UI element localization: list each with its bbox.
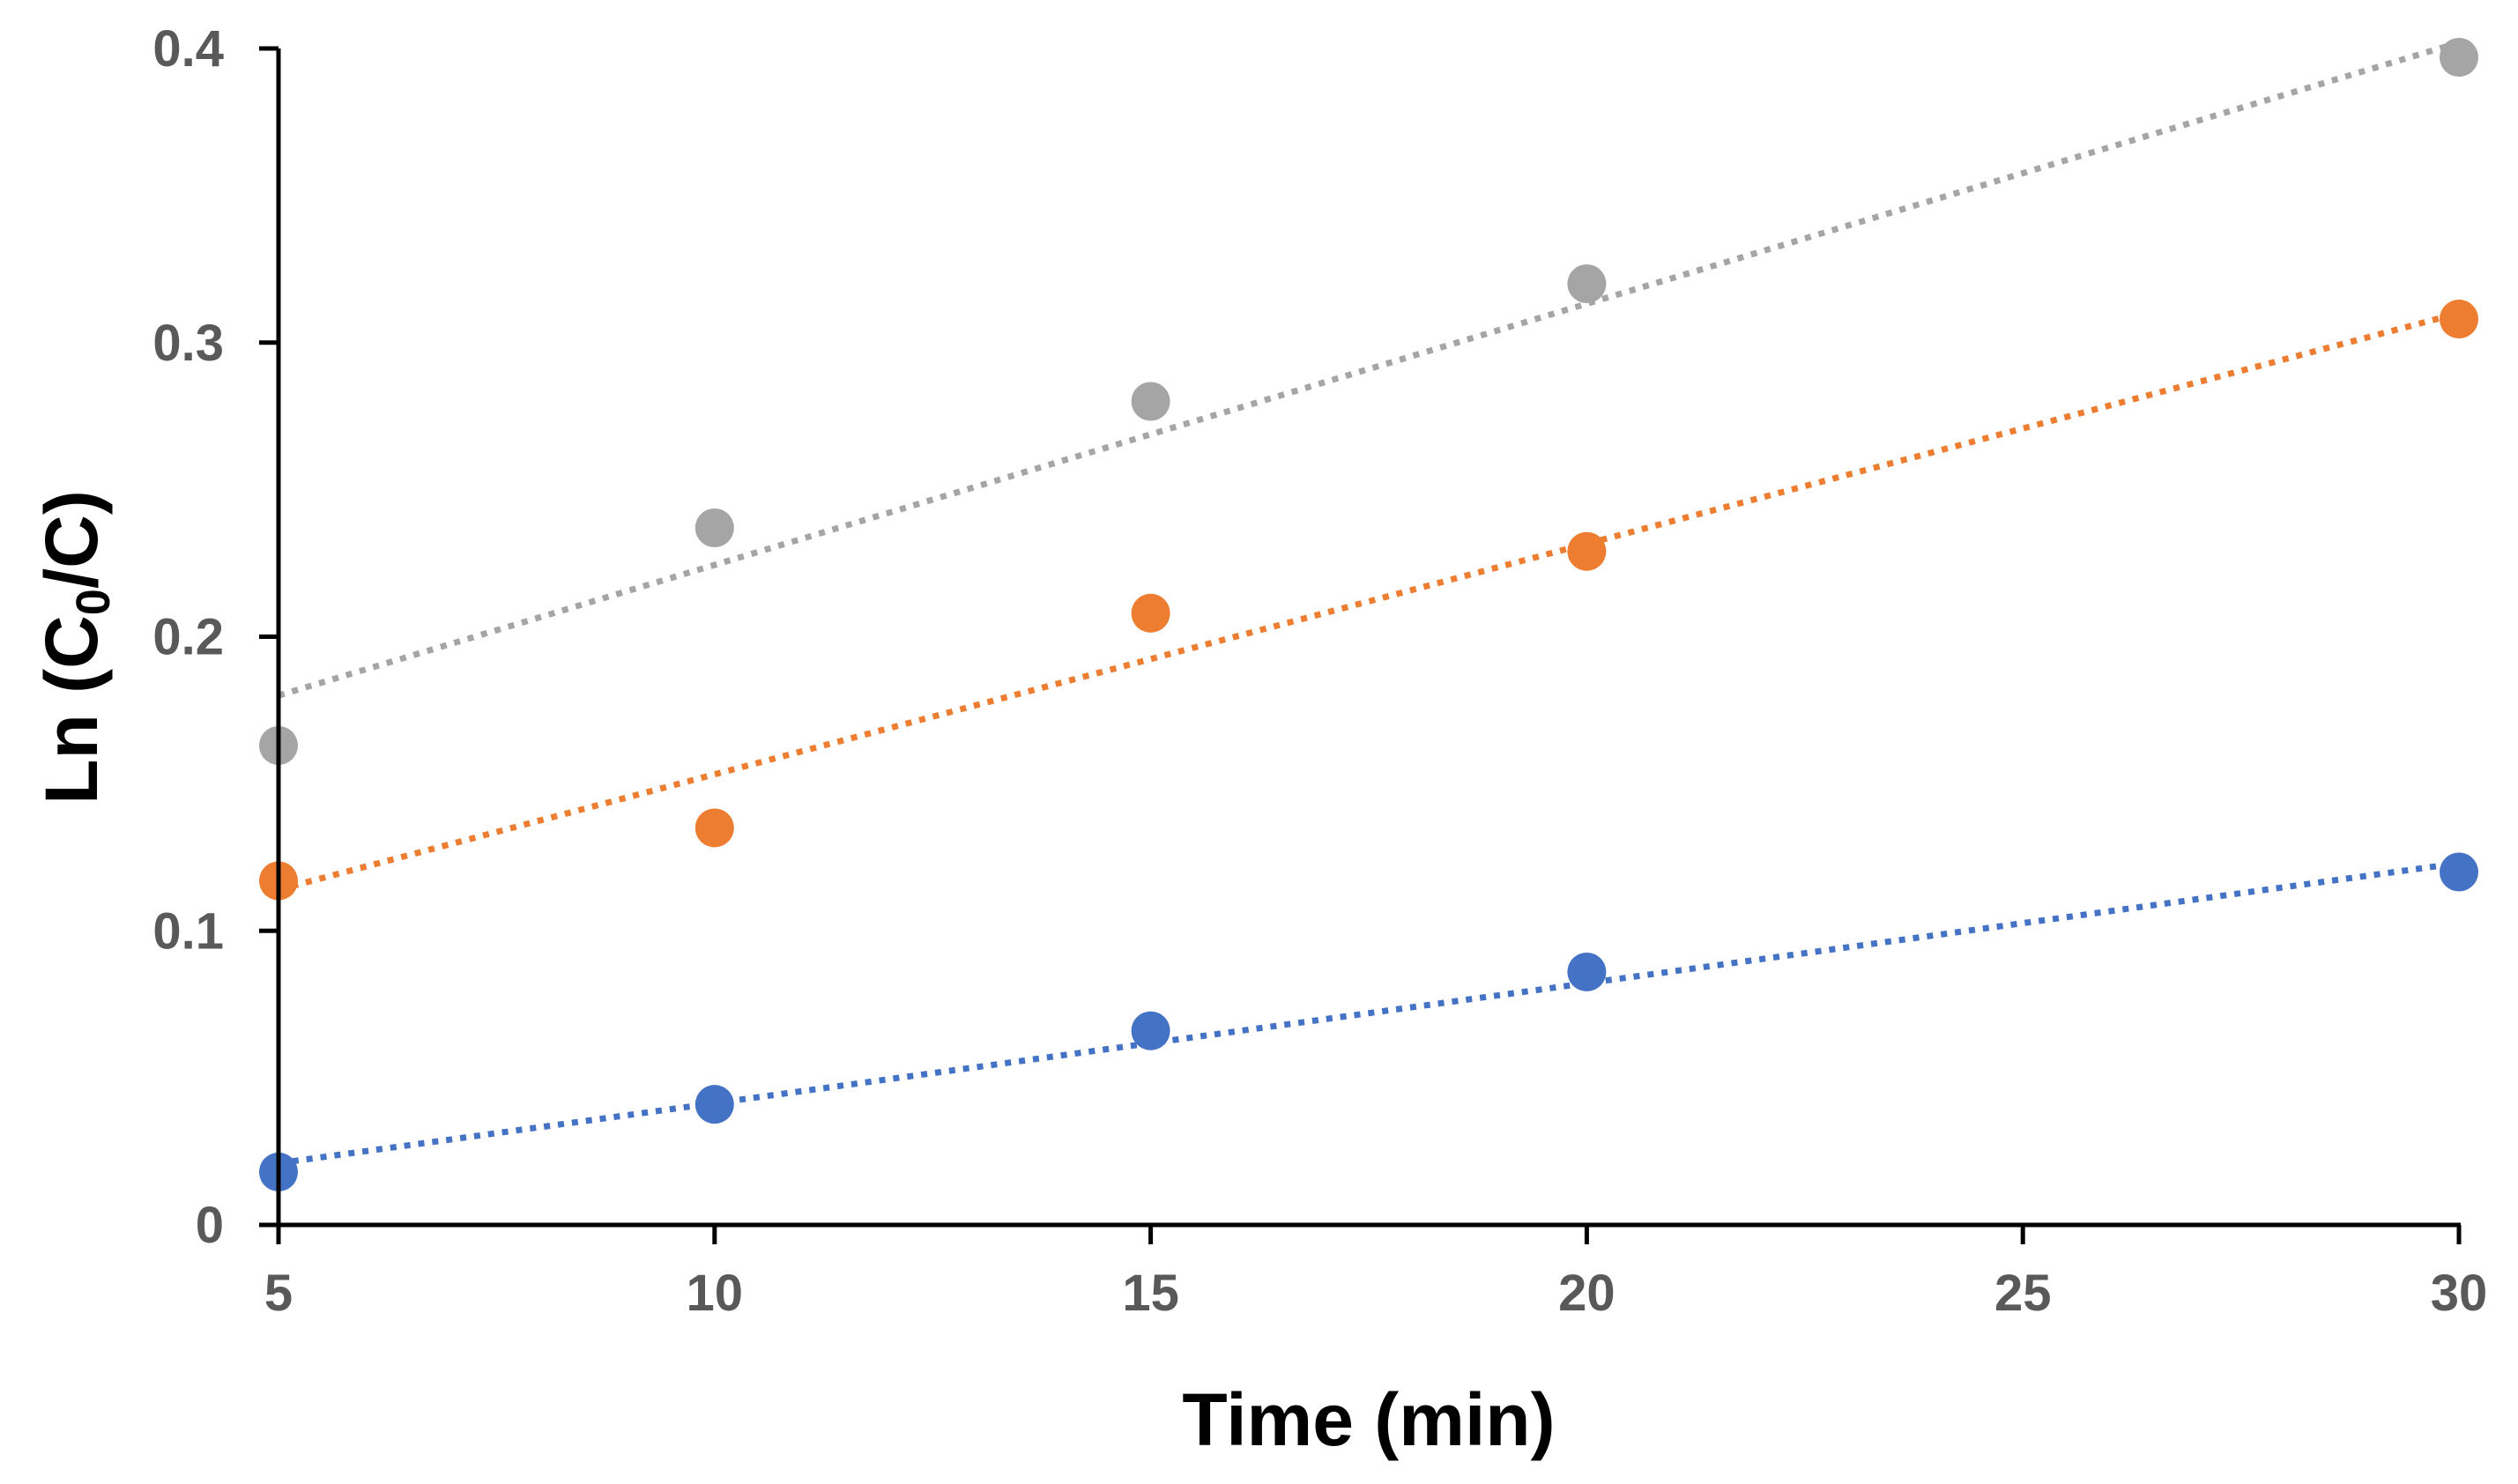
y-tick-label: 0.3 <box>152 315 224 372</box>
y-tick-label: 0.2 <box>152 609 224 666</box>
series-gray-point <box>1131 382 1170 421</box>
x-tick-label: 20 <box>1558 1265 1616 1322</box>
y-axis-title: Ln (C0/C) <box>30 490 120 805</box>
x-axis-ticks: 5 10 15 20 25 30 <box>264 1225 2487 1322</box>
series-gray-point <box>1567 264 1607 303</box>
series-blue-point <box>1567 952 1607 991</box>
series-gray-trendline <box>277 39 2461 699</box>
y-tick-label: 0.1 <box>152 902 224 960</box>
y-axis-title-suffix: /C) <box>30 490 113 589</box>
series-orange-point <box>2440 300 2478 339</box>
x-axis-title: Time (min) <box>1182 1378 1555 1461</box>
series-blue-point <box>694 1085 734 1124</box>
series-orange-point <box>694 808 734 848</box>
x-tick-label: 30 <box>2431 1265 2488 1322</box>
x-tick-label: 10 <box>687 1265 744 1322</box>
y-tick-label: 0 <box>196 1197 224 1254</box>
series-gray-point <box>694 508 734 548</box>
x-tick-label: 25 <box>1994 1265 2052 1322</box>
trendlines <box>277 39 2461 1167</box>
y-axis-title-subscript: 0 <box>67 589 120 615</box>
series-gray-point <box>2440 38 2478 78</box>
y-axis-title-prefix: Ln (C <box>30 615 113 805</box>
series-orange-point <box>1131 593 1170 633</box>
series-blue-trendline <box>278 860 2460 1167</box>
y-axis-ticks: 0 0.1 0.2 0.3 0.4 <box>152 20 279 1254</box>
series-blue-point <box>1131 1011 1170 1050</box>
x-tick-label: 15 <box>1122 1265 1179 1322</box>
series-orange-trendline <box>278 309 2460 893</box>
x-tick-label: 5 <box>264 1265 293 1322</box>
series-orange-point <box>1567 531 1607 571</box>
series-blue-point <box>2440 852 2478 892</box>
data-points <box>259 38 2478 1191</box>
y-tick-label: 0.4 <box>152 20 224 78</box>
